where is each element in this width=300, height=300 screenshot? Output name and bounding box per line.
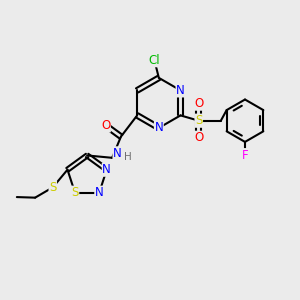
Text: O: O bbox=[194, 131, 203, 144]
Text: O: O bbox=[101, 119, 110, 132]
Text: F: F bbox=[242, 149, 248, 162]
Text: Cl: Cl bbox=[148, 54, 160, 67]
Text: N: N bbox=[154, 122, 163, 134]
Text: N: N bbox=[102, 163, 111, 176]
Text: N: N bbox=[176, 84, 185, 97]
Text: S: S bbox=[195, 114, 202, 127]
Text: S: S bbox=[49, 181, 56, 194]
Text: N: N bbox=[95, 186, 103, 199]
Text: S: S bbox=[71, 186, 79, 199]
Text: H: H bbox=[124, 152, 131, 162]
Text: O: O bbox=[194, 97, 203, 110]
Text: N: N bbox=[113, 147, 122, 160]
